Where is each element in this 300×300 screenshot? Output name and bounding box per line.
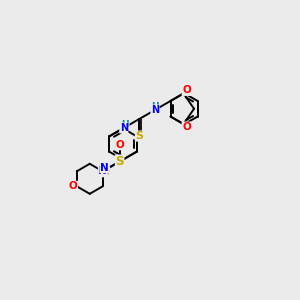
Text: S: S	[135, 131, 143, 141]
Text: S: S	[116, 155, 124, 168]
Text: N: N	[120, 123, 128, 133]
Text: N: N	[98, 166, 107, 176]
Text: H: H	[122, 120, 129, 129]
Text: N: N	[151, 105, 159, 115]
Text: O: O	[182, 85, 191, 95]
Text: H: H	[151, 102, 159, 111]
Text: O: O	[115, 140, 124, 150]
Text: O: O	[69, 181, 77, 191]
Text: N: N	[100, 163, 109, 173]
Text: O: O	[101, 167, 110, 177]
Text: O: O	[182, 122, 191, 132]
